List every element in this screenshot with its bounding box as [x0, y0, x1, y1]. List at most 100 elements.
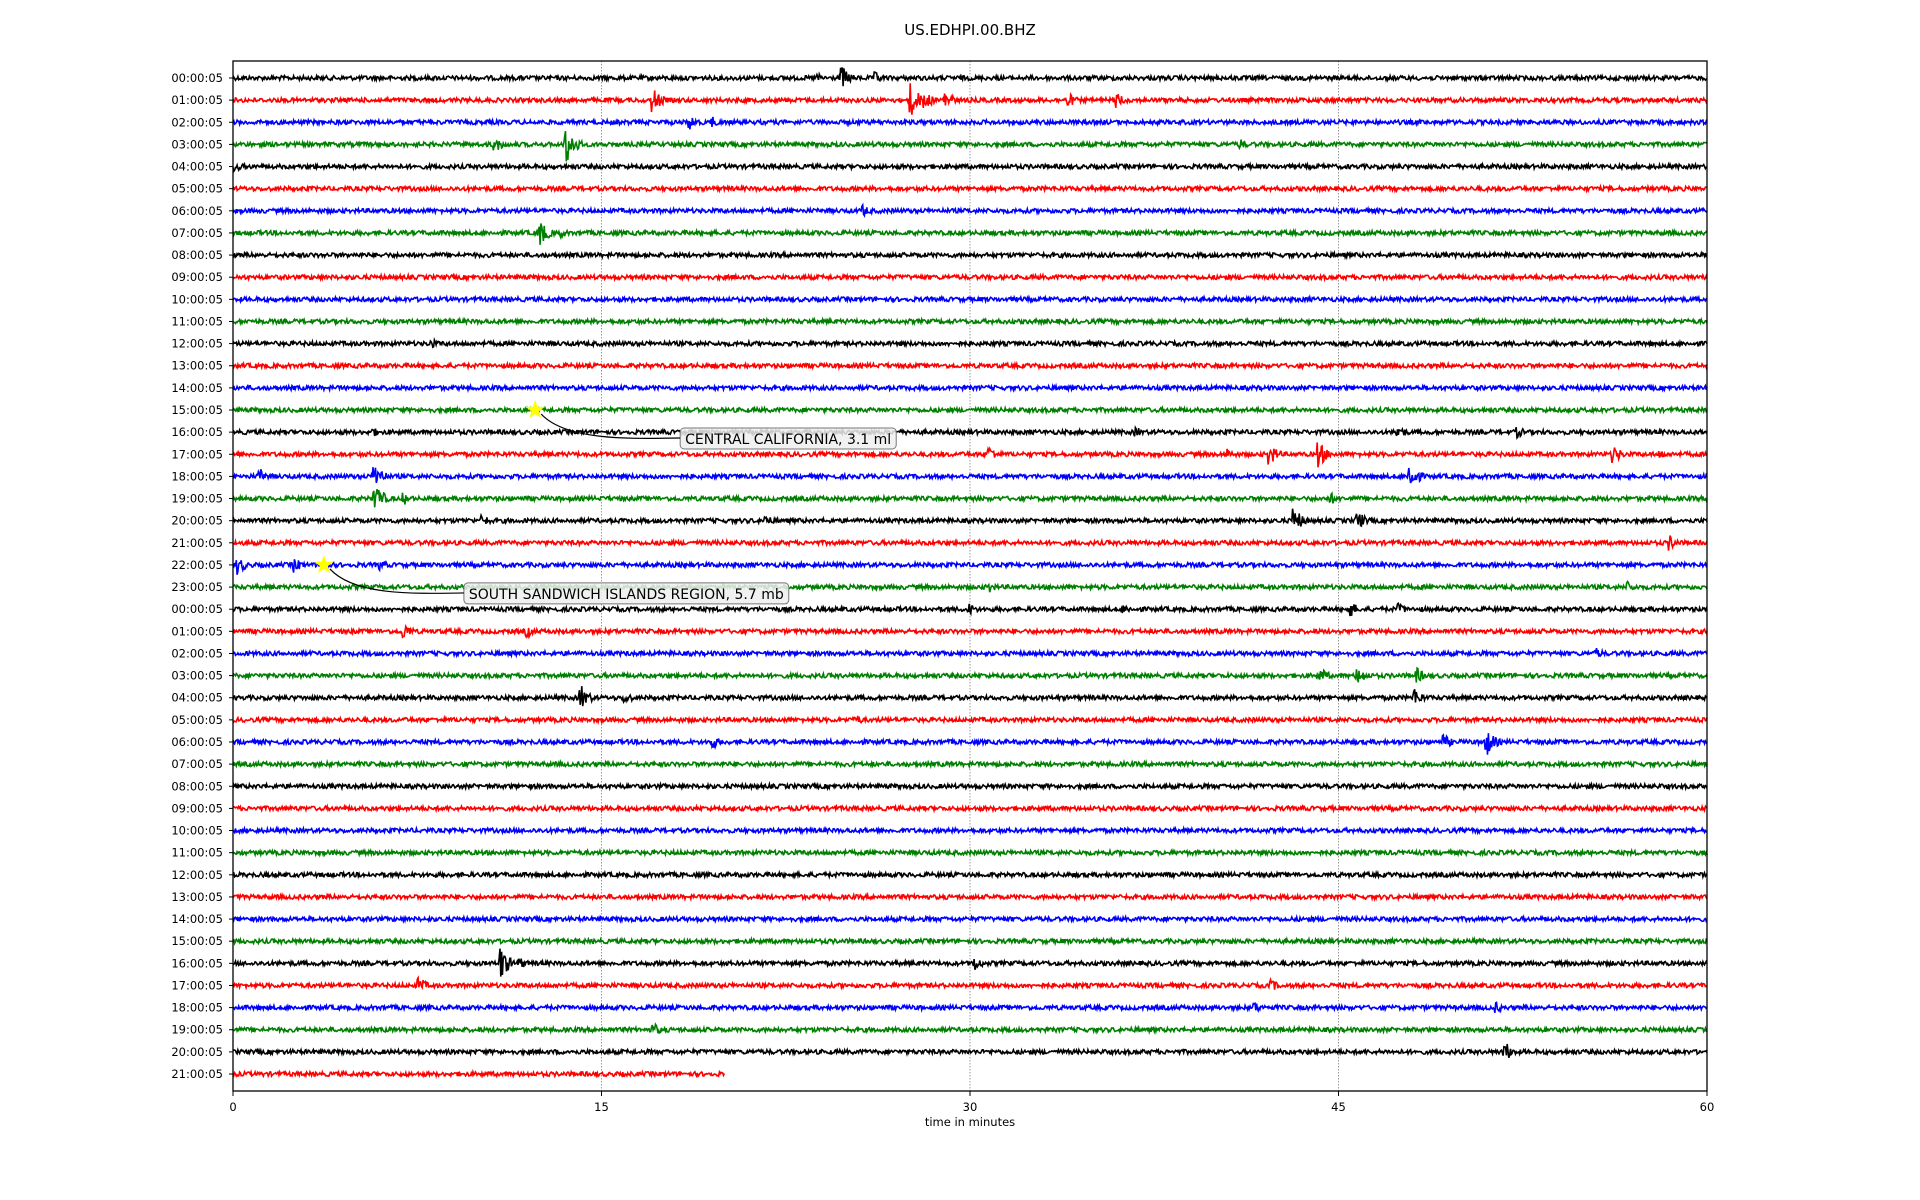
row-time-label: 04:00:05 — [171, 691, 223, 705]
row-time-label: 16:00:05 — [171, 425, 223, 439]
row-time-label: 18:00:05 — [171, 469, 223, 483]
row-time-label: 01:00:05 — [171, 93, 223, 107]
trace-line — [232, 825, 1708, 836]
trace-line — [232, 935, 1708, 947]
row-time-label: 02:00:05 — [171, 646, 223, 660]
row-time-label: 05:00:05 — [171, 713, 223, 727]
trace-line — [232, 223, 1708, 245]
annotation-arrow — [540, 413, 681, 439]
row-time-label: 19:00:05 — [171, 1023, 223, 1037]
x-tick-label: 15 — [594, 1100, 609, 1114]
event-star-icon — [525, 400, 545, 419]
trace-line — [232, 360, 1708, 372]
x-tick-label: 60 — [1700, 1100, 1715, 1114]
trace-line — [232, 183, 1708, 194]
row-time-label: 12:00:05 — [171, 868, 223, 882]
row-time-label: 02:00:05 — [171, 115, 223, 129]
trace-line — [232, 1001, 1708, 1014]
trace-line — [232, 442, 1707, 468]
row-time-label: 23:00:05 — [171, 580, 223, 594]
row-time-label: 07:00:05 — [171, 757, 223, 771]
row-time-label: 00:00:05 — [171, 602, 223, 616]
row-time-label: 20:00:05 — [171, 1045, 223, 1059]
row-time-label: 20:00:05 — [171, 514, 223, 528]
trace-line — [232, 1022, 1708, 1036]
trace-line — [232, 803, 1708, 814]
row-time-label: 01:00:05 — [171, 624, 223, 638]
row-time-label: 21:00:05 — [171, 536, 223, 550]
trace-line — [232, 601, 1708, 617]
trace-line — [232, 780, 1708, 792]
trace-line — [232, 913, 1708, 925]
row-time-label: 22:00:05 — [171, 558, 223, 572]
x-axis-label: time in minutes — [925, 1115, 1015, 1129]
event-label: SOUTH SANDWICH ISLANDS REGION, 5.7 mb — [469, 587, 784, 603]
row-time-label: 11:00:05 — [171, 314, 223, 328]
trace-line — [232, 714, 1708, 726]
row-time-label: 10:00:05 — [171, 824, 223, 838]
row-time-label: 15:00:05 — [171, 403, 223, 417]
row-time-label: 06:00:05 — [171, 204, 223, 218]
trace-line — [232, 869, 1708, 881]
row-time-label: 17:00:05 — [171, 447, 223, 461]
row-time-label: 05:00:05 — [171, 182, 223, 196]
trace-line — [232, 686, 1708, 707]
trace-line — [232, 623, 1708, 640]
trace-line — [232, 336, 1708, 349]
row-time-label: 14:00:05 — [171, 912, 223, 926]
trace-line — [232, 975, 1708, 991]
x-tick-label: 30 — [963, 1100, 978, 1114]
row-time-label: 14:00:05 — [171, 381, 223, 395]
row-time-label: 12:00:05 — [171, 337, 223, 351]
row-time-label: 13:00:05 — [171, 359, 223, 373]
row-time-label: 03:00:05 — [171, 137, 223, 151]
trace-line — [232, 647, 1708, 659]
row-time-label: 16:00:05 — [171, 956, 223, 970]
row-time-label: 07:00:05 — [171, 226, 223, 240]
trace-line — [232, 67, 1708, 87]
row-time-label: 10:00:05 — [171, 292, 223, 306]
trace-line — [232, 316, 1708, 327]
trace-line — [232, 508, 1708, 528]
trace-line — [232, 294, 1708, 305]
trace-line — [232, 847, 1708, 858]
event-star-icon — [314, 554, 334, 573]
row-time-label: 04:00:05 — [171, 160, 223, 174]
trace-line — [232, 758, 1708, 770]
row-time-label: 18:00:05 — [171, 1001, 223, 1015]
event-label: CENTRAL CALIFORNIA, 3.1 ml — [685, 432, 891, 448]
trace-line — [232, 116, 1708, 130]
trace-line — [232, 535, 1708, 551]
row-time-label: 13:00:05 — [171, 890, 223, 904]
row-time-label: 03:00:05 — [171, 669, 223, 683]
trace-line — [232, 948, 1708, 977]
event-annotation: CENTRAL CALIFORNIA, 3.1 ml — [525, 400, 897, 450]
row-time-label: 08:00:05 — [171, 779, 223, 793]
row-time-label: 17:00:05 — [171, 978, 223, 992]
x-tick-label: 45 — [1331, 1100, 1346, 1114]
row-time-label: 21:00:05 — [171, 1067, 223, 1081]
event-annotation: SOUTH SANDWICH ISLANDS REGION, 5.7 mb — [314, 554, 790, 605]
trace-line — [232, 130, 1708, 162]
annotation-arrow — [329, 568, 464, 594]
trace-line — [232, 733, 1708, 755]
trace-line — [232, 404, 1708, 416]
trace-line — [232, 1068, 726, 1079]
trace-line — [232, 467, 1708, 484]
trace-line — [232, 382, 1708, 394]
row-time-label: 19:00:05 — [171, 492, 223, 506]
trace-line — [232, 202, 1708, 218]
trace-line — [232, 83, 1708, 115]
trace-line — [232, 891, 1708, 903]
trace-line — [232, 488, 1708, 508]
row-time-label: 00:00:05 — [171, 71, 223, 85]
trace-line — [232, 249, 1708, 261]
trace-line — [232, 271, 1708, 283]
row-time-label: 09:00:05 — [171, 270, 223, 284]
row-time-label: 09:00:05 — [171, 801, 223, 815]
trace-line — [232, 559, 1708, 575]
trace-line — [232, 1043, 1708, 1059]
row-time-label: 06:00:05 — [171, 735, 223, 749]
row-time-label: 15:00:05 — [171, 934, 223, 948]
